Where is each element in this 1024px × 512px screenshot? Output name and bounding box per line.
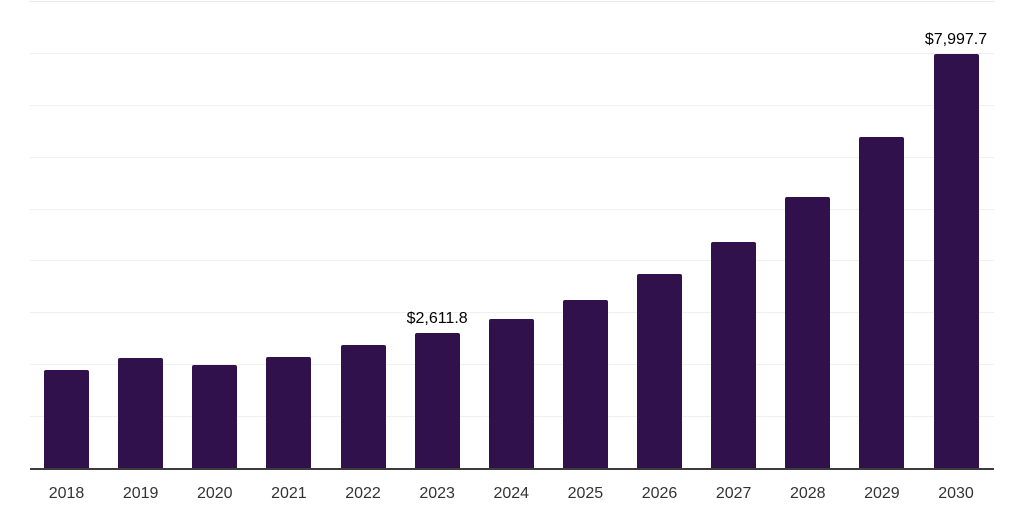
x-axis-label-2029: 2029 [864, 485, 900, 502]
x-axis-label-2022: 2022 [345, 485, 381, 502]
x-axis-label-2018: 2018 [48, 485, 85, 502]
x-axis-label-2026: 2026 [641, 485, 678, 502]
bar-2018 [44, 369, 89, 469]
x-axis-line [30, 468, 994, 470]
x-axis-label-2021: 2021 [271, 485, 307, 502]
bar-2023 [414, 333, 460, 469]
x-axis-label-2024: 2024 [493, 485, 530, 502]
gridline-6000 [30, 156, 994, 158]
x-axis-label-2028: 2028 [789, 485, 826, 502]
bar-2020 [192, 365, 238, 469]
x-axis-label-2020: 2020 [196, 485, 233, 502]
x-axis-label-2023: 2023 [419, 485, 455, 502]
bar-2028 [785, 196, 831, 469]
plot-area: $2,611.8 $7,997.7 [30, 1, 994, 469]
gridline-4000 [30, 260, 994, 262]
x-axis-label-2027: 2027 [715, 485, 752, 502]
bar-2022 [340, 344, 386, 469]
gridline-3000 [30, 312, 994, 314]
gridline-8000 [30, 52, 994, 54]
bar-2019 [118, 358, 164, 469]
gridline-5000 [30, 208, 994, 210]
bar-2026 [637, 273, 682, 469]
bar-2025 [562, 299, 608, 469]
bar-2030 [933, 54, 979, 469]
x-axis-label-2025: 2025 [567, 485, 604, 502]
bar-2029 [859, 136, 905, 469]
value-label-2030: $7,997.7 [924, 31, 988, 49]
x-axis-label-2030: 2030 [938, 485, 974, 502]
value-label-2023: $2,611.8 [406, 310, 468, 328]
bar-2021 [266, 356, 312, 469]
x-axis-label-2019: 2019 [122, 485, 159, 502]
bar-2024 [488, 318, 534, 469]
gridline-7000 [30, 104, 994, 106]
bar-2027 [711, 241, 757, 469]
gridline-9000 [30, 1, 994, 2]
